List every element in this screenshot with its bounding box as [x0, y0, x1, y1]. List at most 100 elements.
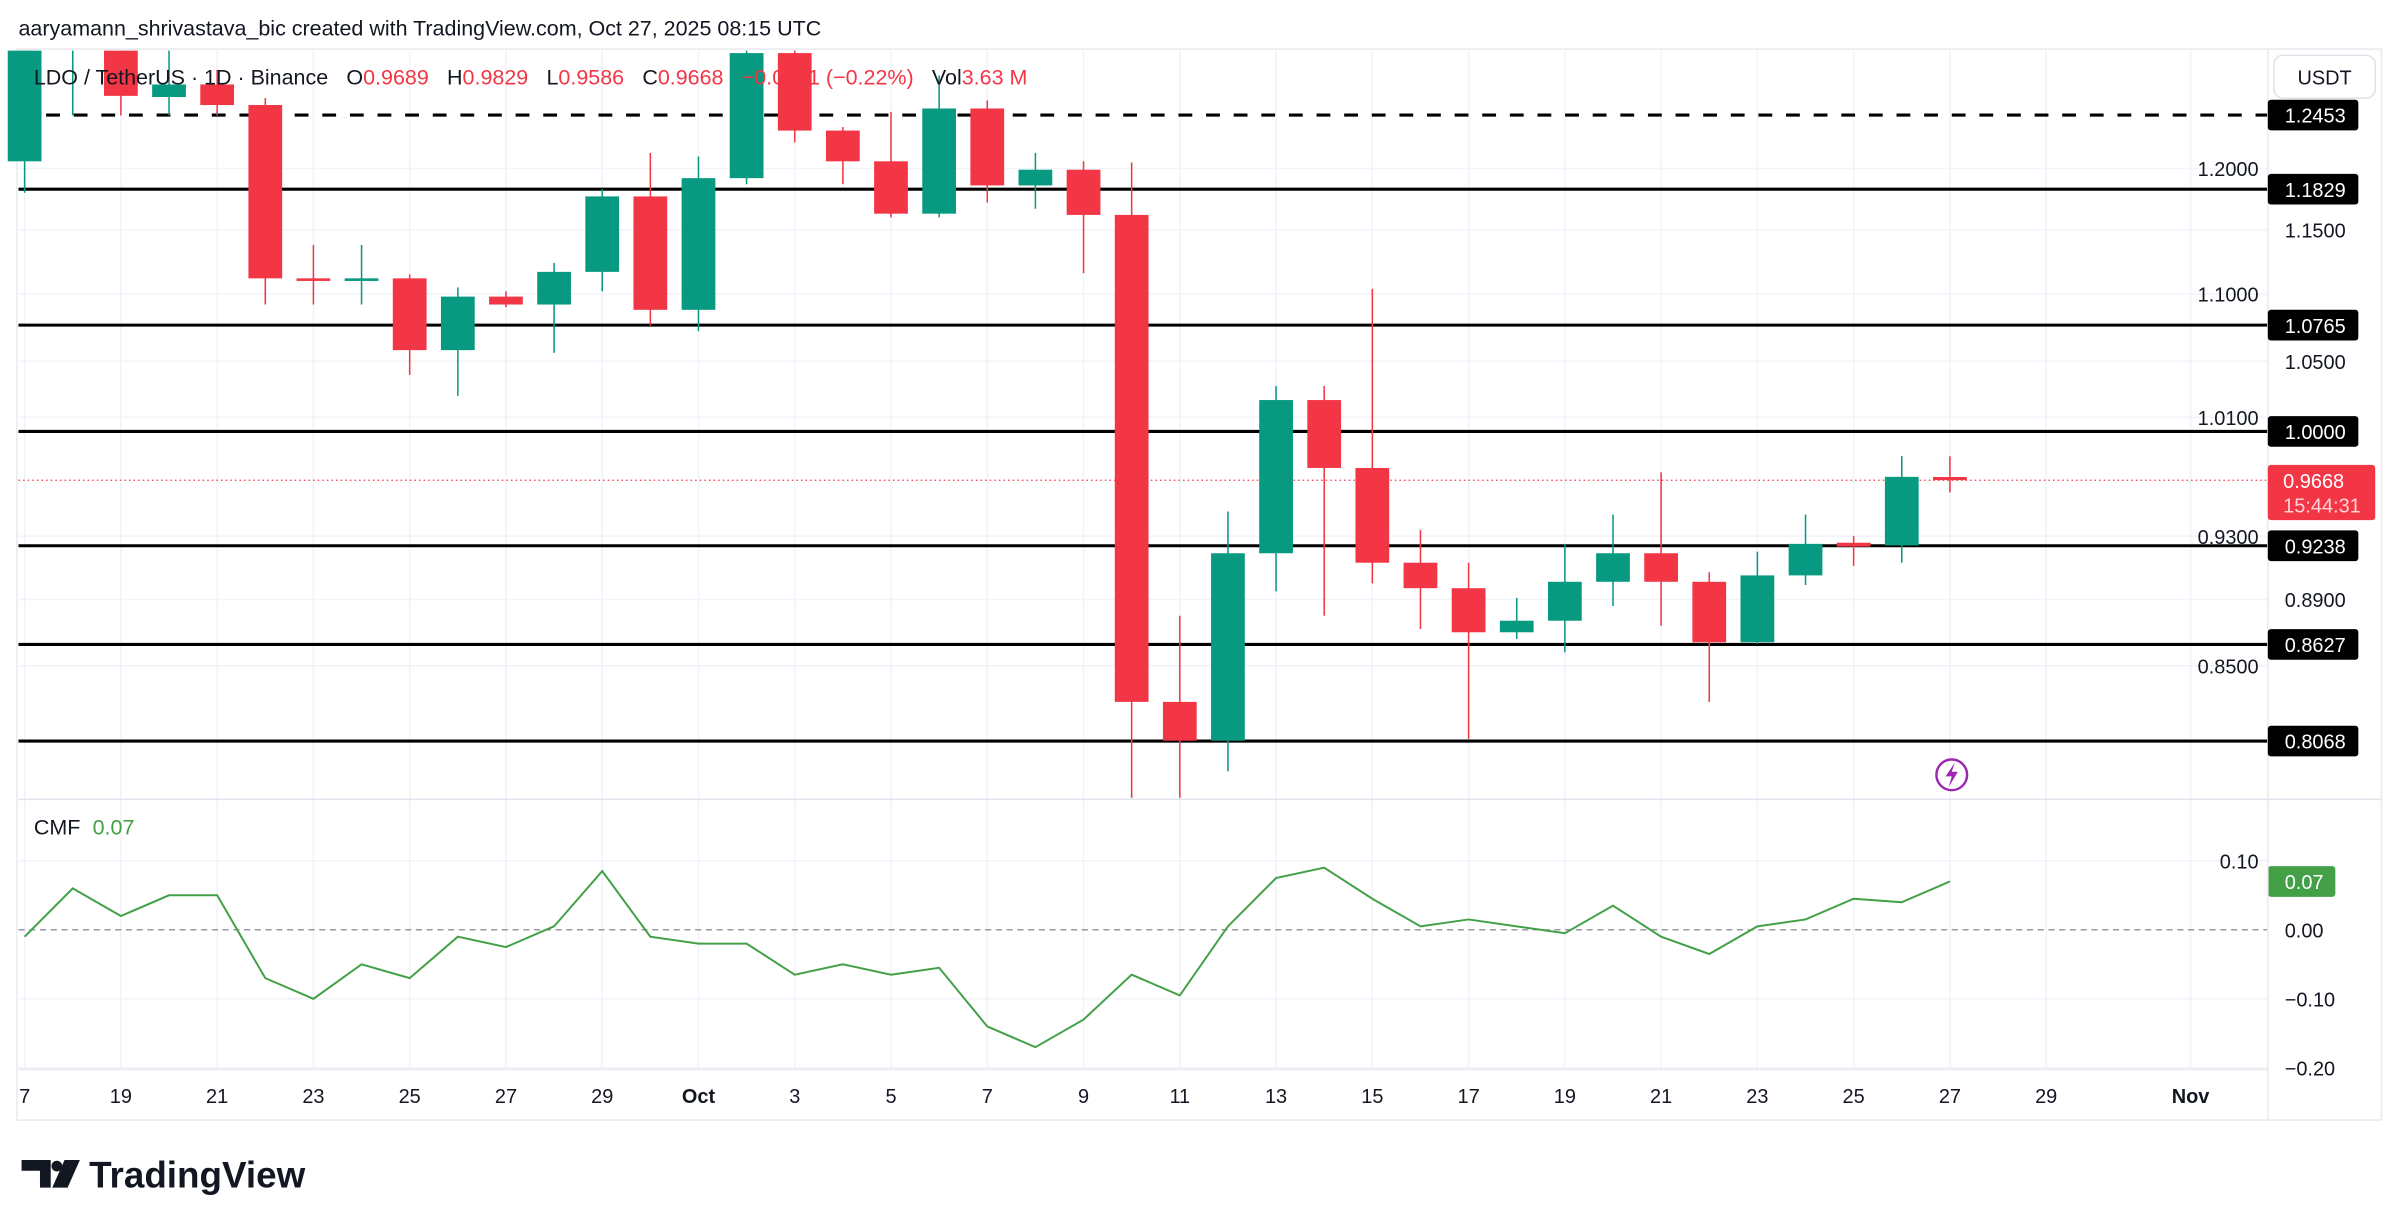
candle-body [1547, 581, 1582, 621]
close-label: C [642, 65, 658, 89]
candle [970, 100, 1005, 203]
candle-body [1018, 169, 1053, 186]
candle-body [1499, 620, 1534, 633]
x-tick-label: 21 [1650, 1086, 1672, 1108]
cmf-last-label-box [2267, 866, 2336, 897]
x-tick-label: 25 [399, 1086, 421, 1108]
candle [777, 50, 812, 143]
candle [825, 127, 860, 185]
candle [1211, 511, 1245, 772]
candle-body [1114, 214, 1149, 702]
candle [681, 156, 716, 332]
x-tick-label: 19 [1554, 1086, 1576, 1108]
level-label: 0.9238 [2285, 536, 2346, 558]
time-axis[interactable]: 7 19 21 23 25 27 29 Oct 3 5 7 9 11 13 15 17 19 21 23 25 27 29… [18, 1068, 2268, 1108]
level-label: 1.0000 [2285, 422, 2346, 444]
symbol-legend: LDO / TetherUS · 1D · Binance O0.9689 H0… [34, 65, 1028, 89]
candle [1307, 386, 1342, 616]
candle [344, 245, 379, 305]
price-tick-label: 1.2000 [2198, 159, 2259, 181]
candle-body [1307, 400, 1342, 468]
lightning-icon[interactable] [1935, 758, 1969, 792]
candle-body [200, 84, 235, 106]
x-tick-label: 27 [495, 1086, 517, 1108]
volume-value: 3.63 M [962, 65, 1028, 89]
candle [200, 69, 235, 116]
x-tick-label: 23 [302, 1086, 324, 1108]
open-value: 0.9689 [363, 65, 429, 89]
candle [1884, 456, 1919, 563]
price-tick-label: 0.8500 [2198, 656, 2259, 678]
symbol-name: LDO / TetherUS · 1D · Binance [34, 65, 328, 89]
x-tick-label: 27 [1939, 1086, 1961, 1108]
candle [1692, 572, 1727, 702]
level-label-box [2267, 309, 2359, 341]
cmf-tick-label: −0.20 [2285, 1059, 2335, 1081]
change-value: −0.0021 (−0.22%) [742, 65, 914, 89]
currency-button[interactable]: USDT [2273, 54, 2376, 99]
candle [1499, 597, 1534, 639]
candle [729, 50, 764, 185]
price-tick-label: 1.1500 [2285, 221, 2346, 243]
candle-body [1884, 476, 1919, 546]
x-tick-label: 29 [2035, 1086, 2057, 1108]
candle-body [537, 271, 571, 305]
candle-body [440, 296, 475, 351]
candle [1355, 288, 1390, 584]
price-axis[interactable]: 1.2000 1.1500 1.1000 1.0500 1.0100 0.9300 0.89… [2198, 49, 2346, 1121]
attribution-text: aaryamann_shrivastava_bic created with T… [18, 16, 821, 40]
cmf-value: 0.07 [93, 816, 135, 840]
candle-body [1596, 553, 1630, 582]
candle-body [489, 296, 523, 305]
level-label-box [2267, 99, 2359, 131]
candle-body [1403, 562, 1438, 589]
price-tick-label: 1.0100 [2198, 408, 2259, 430]
candle [1836, 536, 1871, 566]
candle [537, 262, 571, 353]
level-label-box [2267, 173, 2359, 205]
x-tick-label: 15 [1361, 1086, 1383, 1108]
candle-body [1740, 575, 1775, 643]
candle-body [922, 108, 957, 214]
low-label: L [546, 65, 558, 89]
level-label-box [2267, 725, 2359, 757]
candle-body [1451, 588, 1486, 633]
candle-body [729, 53, 764, 179]
level-label: 1.1829 [2285, 180, 2346, 202]
candle [296, 245, 331, 305]
level-labels: 1.2453 1.1829 1.0765 1.0000 0.9238 0.8627 0.80… [2267, 99, 2359, 757]
candle-body [248, 105, 283, 279]
x-tick-label: 17 [1457, 1086, 1479, 1108]
candle-body [152, 84, 186, 98]
level-label-box [2267, 530, 2359, 562]
candle [1018, 152, 1053, 209]
candle-body [104, 50, 138, 96]
candle-body [1788, 543, 1823, 576]
candle [1596, 514, 1630, 606]
candles [7, 50, 1967, 798]
x-tick-label: 9 [1078, 1086, 1089, 1108]
candle-body [1644, 553, 1678, 582]
candle-body [585, 196, 620, 272]
x-tick-label: Oct [682, 1086, 716, 1108]
candle-body [777, 53, 812, 131]
level-label-box [2267, 629, 2359, 660]
countdown-timer: 15:44:31 [2283, 495, 2361, 517]
candle-body [1211, 553, 1245, 741]
candle-body [970, 108, 1005, 186]
candle-body [825, 130, 860, 162]
candle [1162, 615, 1197, 798]
current-price-value: 0.9668 [2283, 471, 2344, 493]
tradingview-logo[interactable]: TradingView [21, 1155, 306, 1196]
price-tick-label: 0.9300 [2198, 527, 2259, 549]
candle-body [344, 278, 379, 281]
cmf-pane: 0.10 0.00 −0.10 −0.20 0.07 [18, 851, 2336, 1081]
cmf-last-label: 0.07 [2285, 872, 2324, 894]
candle-body [1066, 169, 1101, 215]
candle [7, 50, 42, 193]
candle [440, 287, 475, 396]
candle [1403, 529, 1438, 629]
candle-body [1162, 701, 1197, 741]
cmf-name: CMF [34, 816, 81, 840]
candle-body [681, 178, 716, 310]
